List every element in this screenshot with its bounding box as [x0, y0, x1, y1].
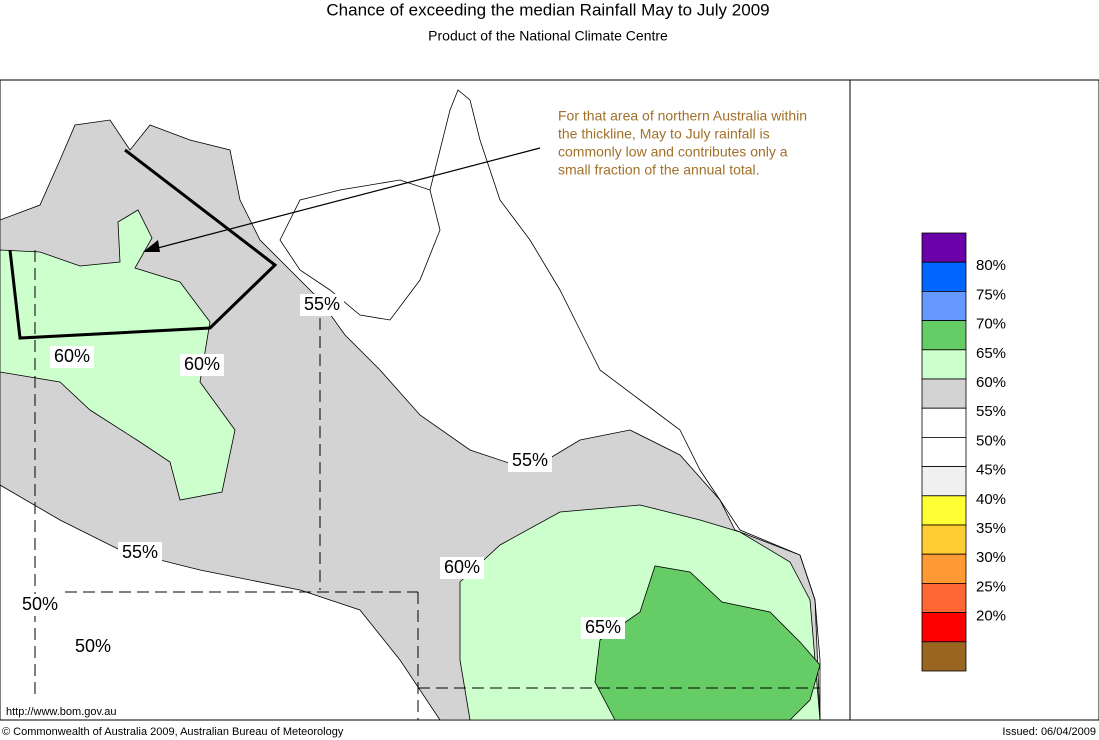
- title: Chance of exceeding the median Rainfall …: [326, 0, 769, 19]
- legend-label: 60%: [976, 374, 1006, 391]
- copyright: © Commonwealth of Australia 2009, Austra…: [2, 726, 344, 738]
- contour-label-box: [300, 294, 344, 316]
- legend-swatch: [921, 466, 967, 497]
- contour-label: 65%: [585, 617, 621, 637]
- contour-label-box: [118, 542, 162, 564]
- annotation-line: small fraction of the annual total.: [558, 162, 760, 178]
- legend-panel: [849, 79, 1099, 721]
- legend-swatch: [921, 349, 967, 380]
- legend: 80% 75% 70% 65% 60% 55% 50% 45% 40% 35% 30% 25% 20%: [921, 232, 1006, 672]
- subtitle: Product of the National Climate Centre: [428, 28, 668, 44]
- arrow: [149, 147, 541, 251]
- contour-label-box: [18, 594, 62, 616]
- contour-label: 50%: [75, 636, 111, 656]
- legend-label: 75%: [976, 286, 1006, 303]
- legend-label: 80%: [976, 257, 1006, 274]
- region-65: [594, 565, 821, 721]
- contour-label-box: [508, 450, 552, 472]
- legend-swatch: [921, 407, 967, 438]
- legend-label: 55%: [976, 403, 1006, 420]
- contour-label: 60%: [54, 346, 90, 366]
- legend-swatch: [921, 320, 967, 351]
- arrow-head: [143, 240, 160, 252]
- legend-swatch: [921, 612, 967, 643]
- annotation-line: the thickline, May to July rainfall is: [558, 126, 770, 142]
- region-60-north: [0, 209, 236, 501]
- legend-label: 30%: [976, 549, 1006, 566]
- coastline: [429, 89, 821, 720]
- legend-label: 20%: [976, 608, 1006, 625]
- gulf-ocean: [279, 179, 441, 321]
- issued: Issued: 06/04/2009: [1002, 726, 1096, 738]
- legend-label: 70%: [976, 316, 1006, 333]
- url: http://www.bom.gov.au: [6, 706, 116, 718]
- legend-swatch: [921, 524, 967, 555]
- state-borders: [34, 250, 820, 720]
- legend-swatch: [921, 232, 967, 263]
- legend-swatch: [921, 261, 967, 292]
- legend-label: 35%: [976, 520, 1006, 537]
- legend-label: 65%: [976, 345, 1006, 362]
- contour-label-box: [180, 354, 224, 376]
- legend-label: 45%: [976, 462, 1006, 479]
- contour-label-box: [71, 636, 115, 658]
- contour-label: 55%: [512, 450, 548, 470]
- contour-label-box: [440, 557, 484, 579]
- annotation: For that area of northern Australia with…: [558, 108, 807, 178]
- annotation-line: For that area of northern Australia with…: [558, 108, 807, 124]
- legend-label: 40%: [976, 491, 1006, 508]
- legend-label: 25%: [976, 578, 1006, 595]
- legend-label: 50%: [976, 432, 1006, 449]
- legend-swatch: [921, 583, 967, 614]
- legend-swatch: [921, 436, 967, 467]
- map: For that area of northern Australia with…: [0, 79, 851, 721]
- contour-label: 60%: [444, 557, 480, 577]
- contour-label: 60%: [184, 354, 220, 374]
- contour-label-box: [581, 617, 625, 639]
- legend-swatch: [921, 641, 967, 672]
- thick-line: [8, 148, 278, 340]
- contour-label: 55%: [122, 542, 158, 562]
- contour-labels: 55% 60% 60% 55% 55% 60% 65% 50% 50%: [18, 294, 625, 658]
- legend-swatch: [921, 290, 967, 321]
- legend-swatch: [921, 553, 967, 584]
- contour-label: 50%: [22, 594, 58, 614]
- annotation-line: commonly low and contributes only a: [558, 144, 788, 160]
- legend-swatch: [921, 495, 967, 526]
- legend-swatch: [921, 378, 967, 409]
- contour-label-box: [50, 346, 94, 368]
- contour-label: 55%: [304, 294, 340, 314]
